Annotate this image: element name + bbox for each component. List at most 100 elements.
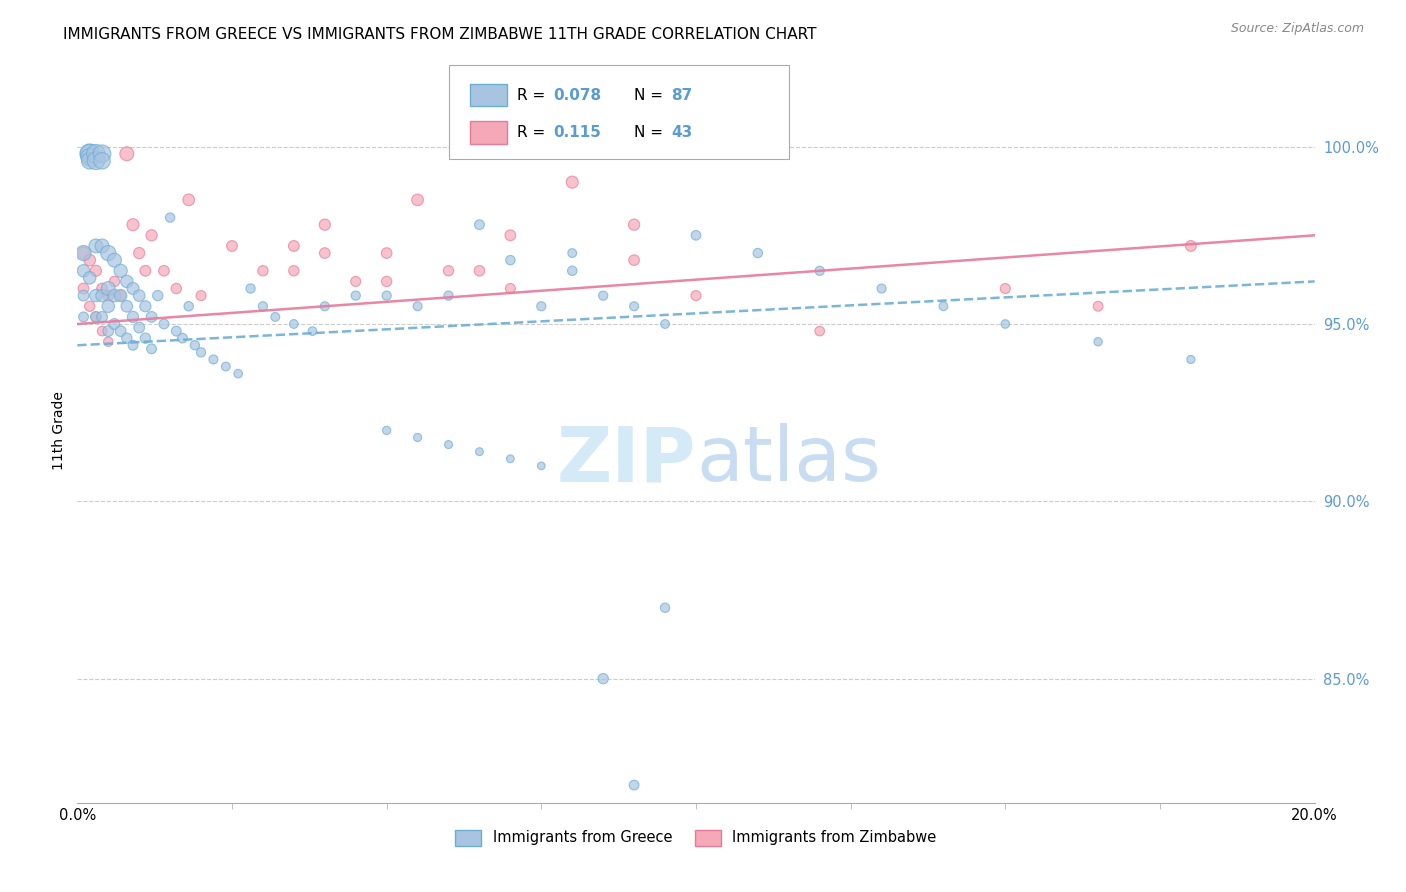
Point xyxy=(406,299,429,313)
Point xyxy=(141,342,163,356)
Point xyxy=(685,228,707,243)
Point xyxy=(283,239,305,253)
Point xyxy=(122,218,145,232)
Point xyxy=(406,430,429,444)
Point xyxy=(592,288,614,302)
Point xyxy=(623,253,645,268)
Point xyxy=(91,146,114,161)
Point xyxy=(468,218,491,232)
Point xyxy=(190,288,212,302)
Point xyxy=(103,253,125,268)
Point xyxy=(97,334,120,349)
Point xyxy=(654,600,676,615)
Point xyxy=(499,451,522,466)
Point xyxy=(79,146,101,161)
Point xyxy=(103,317,125,331)
Point xyxy=(72,246,94,260)
Point xyxy=(870,281,893,295)
Point xyxy=(110,324,132,338)
Point xyxy=(437,437,460,451)
Point xyxy=(91,324,114,338)
Point xyxy=(406,193,429,207)
Text: R =: R = xyxy=(516,125,554,140)
Point xyxy=(177,299,200,313)
Point xyxy=(314,218,336,232)
Point xyxy=(84,153,107,168)
Text: IMMIGRANTS FROM GREECE VS IMMIGRANTS FROM ZIMBABWE 11TH GRADE CORRELATION CHART: IMMIGRANTS FROM GREECE VS IMMIGRANTS FRO… xyxy=(63,27,817,42)
Point xyxy=(84,310,107,324)
Bar xyxy=(470,121,506,144)
Text: ZIP: ZIP xyxy=(557,423,696,497)
Point xyxy=(561,246,583,260)
Point xyxy=(221,239,243,253)
Point xyxy=(184,338,207,352)
Point xyxy=(623,299,645,313)
Point xyxy=(97,281,120,295)
Point xyxy=(91,239,114,253)
Point xyxy=(72,246,94,260)
Point xyxy=(375,246,398,260)
Point xyxy=(159,211,181,225)
Point xyxy=(115,299,138,313)
Point xyxy=(375,423,398,437)
Point xyxy=(808,264,831,278)
Point xyxy=(375,274,398,288)
Point xyxy=(499,281,522,295)
Point xyxy=(84,310,107,324)
Point xyxy=(79,150,101,164)
Point xyxy=(685,288,707,302)
Point xyxy=(592,672,614,686)
Point xyxy=(994,281,1017,295)
Point xyxy=(97,299,120,313)
Point xyxy=(165,324,187,338)
Point xyxy=(110,288,132,302)
Point xyxy=(110,288,132,302)
Text: Source: ZipAtlas.com: Source: ZipAtlas.com xyxy=(1230,22,1364,36)
Bar xyxy=(470,84,506,106)
Point xyxy=(1180,352,1202,367)
Point xyxy=(84,239,107,253)
Point xyxy=(1180,239,1202,253)
Point xyxy=(97,246,120,260)
Point xyxy=(134,264,156,278)
Point xyxy=(239,281,262,295)
Point xyxy=(72,281,94,295)
FancyBboxPatch shape xyxy=(449,65,789,159)
Point xyxy=(264,310,287,324)
Text: N =: N = xyxy=(634,125,668,140)
Point xyxy=(623,218,645,232)
Point xyxy=(172,331,194,345)
Point xyxy=(344,288,367,302)
Point xyxy=(283,264,305,278)
Point xyxy=(252,264,274,278)
Text: R =: R = xyxy=(516,87,550,103)
Point xyxy=(468,444,491,458)
Point xyxy=(153,317,176,331)
Point xyxy=(79,146,101,161)
Point xyxy=(654,317,676,331)
Point xyxy=(252,299,274,313)
Point xyxy=(437,288,460,302)
Point xyxy=(437,264,460,278)
Point xyxy=(344,274,367,288)
Point xyxy=(561,264,583,278)
Point xyxy=(134,331,156,345)
Point xyxy=(301,324,323,338)
Point xyxy=(72,264,94,278)
Point xyxy=(110,264,132,278)
Point xyxy=(84,146,107,161)
Text: 43: 43 xyxy=(671,125,693,140)
Point xyxy=(530,458,553,473)
Point xyxy=(499,228,522,243)
Point xyxy=(530,299,553,313)
Point xyxy=(623,778,645,792)
Point xyxy=(314,246,336,260)
Point xyxy=(134,299,156,313)
Point xyxy=(165,281,187,295)
Point xyxy=(128,288,150,302)
Point xyxy=(115,331,138,345)
Point xyxy=(499,253,522,268)
Point xyxy=(146,288,169,302)
Text: 0.115: 0.115 xyxy=(554,125,602,140)
Point xyxy=(226,367,249,381)
